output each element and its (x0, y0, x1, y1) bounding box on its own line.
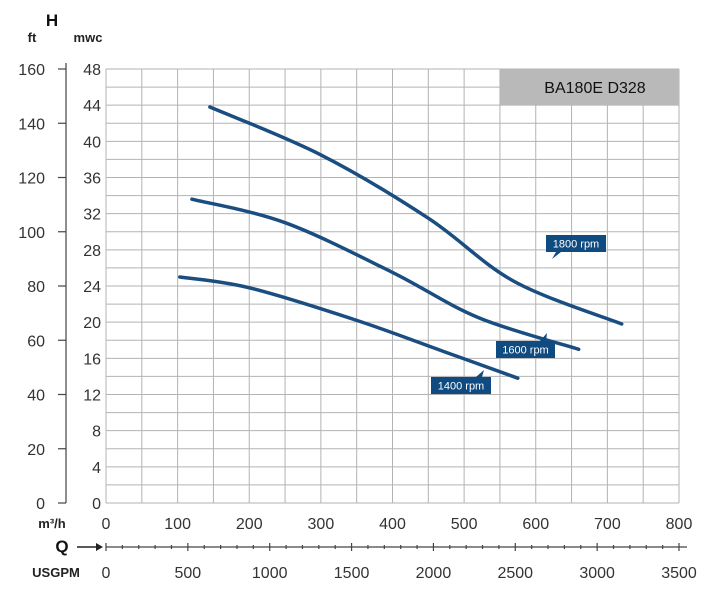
x-secondary-tick-label: 1000 (252, 565, 288, 582)
y-primary-tick-label: 48 (83, 62, 101, 79)
x-secondary-tick-label: 2000 (416, 565, 452, 582)
x-secondary-unit: USGPM (32, 565, 80, 580)
model-label: BA180E D328 (500, 69, 679, 105)
series-label-text: 1800 rpm (553, 239, 599, 251)
y-secondary-tick-label: 100 (18, 225, 45, 242)
series-label-text: 1600 rpm (502, 345, 548, 357)
series-label-pointer (476, 370, 484, 377)
x-secondary-tick-label: 2500 (497, 565, 533, 582)
series-label-pointer (552, 252, 561, 259)
y-primary-unit: mwc (74, 30, 103, 45)
series-curve-1800-rpm (208, 105, 624, 326)
grid (105, 68, 680, 504)
arrow-icon (77, 543, 103, 551)
y-secondary-tick-label: 0 (36, 496, 45, 513)
series-curve-1600-rpm (190, 197, 581, 352)
y-primary-tick-label: 24 (83, 279, 101, 296)
x-primary-tick-label: 600 (522, 516, 549, 533)
y-primary-tick-label: 44 (83, 98, 101, 115)
series-label-box (546, 235, 606, 252)
curves (178, 105, 624, 380)
y-primary-tick-label: 4 (92, 460, 101, 477)
series-labels: 1800 rpm 1600 rpm 1400 rpm (431, 235, 606, 394)
y-primary-tick-label: 32 (83, 207, 101, 224)
y-primary-tick-label: 16 (83, 351, 101, 368)
x-secondary-tick-label: 3500 (661, 565, 697, 582)
chart-title: BA180E D328 (544, 80, 646, 97)
series-label: 1600 rpm (496, 333, 555, 358)
y-primary-tick-label: 20 (83, 315, 101, 332)
model-label-box (500, 69, 679, 105)
y-secondary-tick-label: 40 (27, 388, 45, 405)
series-label: 1800 rpm (546, 235, 606, 259)
x-axis-label: Q (55, 537, 68, 556)
x-primary-tick-label: 200 (236, 516, 263, 533)
y-axis-label: H (46, 11, 58, 30)
y-primary-tick-label: 0 (92, 496, 101, 513)
y-primary-tick-label: 12 (83, 388, 101, 405)
x-primary-tick-label: 800 (666, 516, 693, 533)
tick-labels: 0204060801001201401600481216202428323640… (18, 62, 697, 582)
x-primary-tick-label: 0 (102, 516, 111, 533)
x-primary-tick-label: 700 (594, 516, 621, 533)
y-secondary-tick-label: 80 (27, 279, 45, 296)
x-secondary-tick-label: 0 (102, 565, 111, 582)
x-primary-unit: m³/h (38, 516, 66, 531)
y-primary-tick-label: 28 (83, 243, 101, 260)
series-label-pointer (540, 333, 547, 341)
series-label-box (496, 341, 555, 358)
y-secondary-tick-label: 60 (27, 333, 45, 350)
x-primary-tick-label: 100 (164, 516, 191, 533)
y-secondary-tick-label: 120 (18, 171, 45, 188)
x-secondary-tick-label: 3000 (579, 565, 615, 582)
x-secondary-tick-label: 500 (175, 565, 202, 582)
y-primary-tick-label: 8 (92, 424, 101, 441)
x-primary-tick-label: 400 (379, 516, 406, 533)
y-secondary-tick-label: 140 (18, 116, 45, 133)
series-label-box (431, 377, 491, 394)
x-secondary-tick-label: 1500 (334, 565, 370, 582)
y-primary-tick-label: 40 (83, 134, 101, 151)
axes (58, 63, 687, 551)
x-primary-tick-label: 500 (451, 516, 478, 533)
series-label: 1400 rpm (431, 370, 491, 394)
series-curve-1400-rpm (178, 275, 520, 380)
y-secondary-tick-label: 20 (27, 442, 45, 459)
x-primary-tick-label: 300 (308, 516, 335, 533)
y-secondary-tick-label: 160 (18, 62, 45, 79)
series-label-text: 1400 rpm (438, 381, 484, 393)
y-secondary-unit: ft (28, 30, 37, 45)
y-primary-tick-label: 36 (83, 171, 101, 188)
